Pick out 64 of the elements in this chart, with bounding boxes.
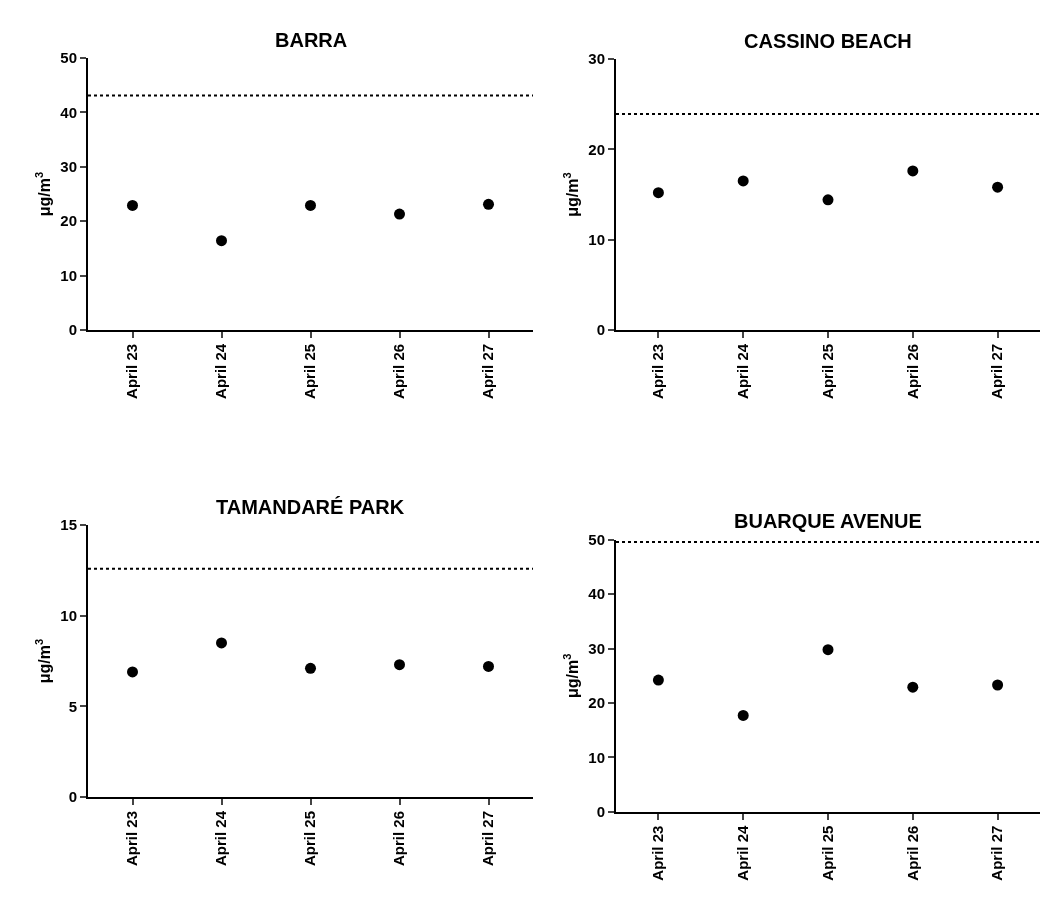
x-tick-label: April 24: [734, 343, 752, 399]
x-tick-label: April 23: [649, 825, 667, 881]
x-tick-label: April 27: [988, 343, 1006, 399]
x-tick-label: April 25: [301, 810, 319, 866]
point: [127, 199, 138, 211]
point: [907, 165, 919, 177]
point: [822, 644, 834, 656]
point: [483, 660, 494, 672]
point: [992, 181, 1004, 193]
y-tick-label: 20: [60, 212, 77, 230]
y-tick-label: 50: [60, 49, 77, 67]
x-tick-label: April 24: [212, 810, 230, 866]
y-tick-label: 0: [596, 802, 605, 820]
x-tick-label: April 25: [301, 343, 319, 399]
y-tick-label: 40: [588, 585, 605, 603]
y-tick-label: 40: [60, 103, 77, 121]
y-tick-label: 0: [596, 321, 605, 339]
x-tick-label: April 26: [390, 810, 408, 866]
chart-title: BUARQUE AVENUE: [734, 510, 922, 532]
y-tick-label: 20: [588, 140, 605, 158]
point: [305, 199, 316, 211]
y-tick-label: 15: [60, 516, 77, 534]
x-tick-label: April 24: [734, 825, 752, 881]
x-tick-label: April 23: [123, 343, 141, 399]
point: [737, 709, 749, 721]
x-tick-label: April 25: [818, 825, 836, 881]
point: [305, 662, 316, 674]
point: [992, 679, 1004, 691]
y-tick-label: 0: [68, 788, 77, 806]
y-tick-label: 5: [68, 697, 77, 715]
x-tick-label: April 27: [479, 343, 497, 399]
point: [394, 659, 405, 671]
x-tick-label: April 27: [479, 810, 497, 866]
x-tick-label: April 27: [988, 825, 1006, 881]
y-tick-label: 30: [588, 639, 605, 657]
x-tick-label: April 25: [818, 343, 836, 399]
y-tick-label: 10: [60, 266, 77, 284]
chart-title: TAMANDARÉ PARK: [216, 496, 405, 518]
chart-title: CASSINO BEACH: [744, 30, 912, 52]
point: [652, 187, 664, 199]
x-tick-label: April 26: [903, 825, 921, 881]
x-tick-label: April 26: [390, 343, 408, 399]
x-tick-label: April 24: [212, 343, 230, 399]
point: [483, 198, 494, 210]
y-tick-label: 30: [60, 158, 77, 176]
point: [216, 637, 227, 649]
point: [652, 674, 664, 686]
y-tick-label: 10: [588, 230, 605, 248]
point: [737, 175, 749, 187]
x-tick-label: April 23: [649, 343, 667, 399]
chart-title: BARRA: [275, 29, 348, 51]
point: [394, 208, 405, 220]
point: [822, 194, 834, 206]
point: [907, 681, 919, 693]
y-tick-label: 10: [588, 748, 605, 766]
point: [216, 235, 227, 247]
y-tick-label: 0: [68, 321, 77, 339]
x-tick-label: April 23: [123, 810, 141, 866]
y-tick-label: 20: [588, 694, 605, 712]
y-tick-label: 10: [60, 606, 77, 624]
point: [127, 666, 138, 678]
y-tick-label: 50: [588, 531, 605, 549]
y-tick-label: 30: [588, 50, 605, 68]
x-tick-label: April 26: [903, 343, 921, 399]
